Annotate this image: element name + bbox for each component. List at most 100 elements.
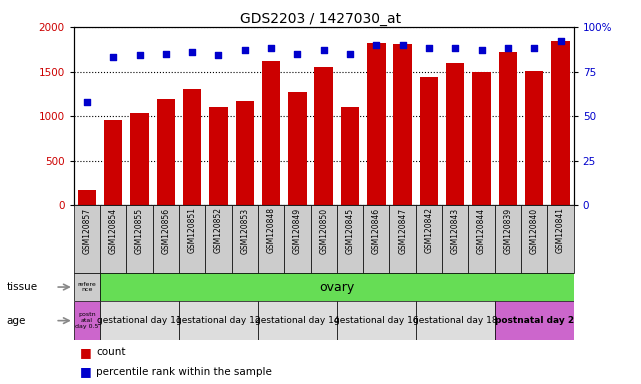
Point [345,51,355,57]
Bar [521,205,547,273]
Text: age: age [6,316,26,326]
Point [397,42,408,48]
Bar [472,73,491,205]
Bar [367,43,385,205]
Bar [416,301,495,340]
Bar [209,107,228,205]
Point [82,99,92,105]
Text: postnatal day 2: postnatal day 2 [495,316,574,325]
Point [108,54,119,60]
Bar [446,63,465,205]
Bar [100,205,126,273]
Text: GSM120848: GSM120848 [267,207,276,253]
Bar [442,205,469,273]
Bar [205,205,231,273]
Bar [104,120,122,205]
Text: count: count [96,347,126,358]
Point [476,47,487,53]
Bar [394,44,412,205]
Text: GDS2203 / 1427030_at: GDS2203 / 1427030_at [240,12,401,25]
Bar [495,301,574,340]
Bar [284,205,310,273]
Bar [341,107,359,205]
Text: GSM120850: GSM120850 [319,207,328,253]
Bar [310,205,337,273]
Bar [179,301,258,340]
Text: GSM120857: GSM120857 [83,207,92,253]
Bar [74,301,100,340]
Bar [78,190,96,205]
Point [187,49,197,55]
Text: GSM120839: GSM120839 [503,207,512,253]
Bar [337,301,416,340]
Text: GSM120852: GSM120852 [214,207,223,253]
Text: GSM120853: GSM120853 [240,207,249,253]
Bar [337,205,363,273]
Bar [499,52,517,205]
Text: gestational day 12: gestational day 12 [176,316,261,325]
Bar [420,77,438,205]
Point [240,47,250,53]
Text: GSM120841: GSM120841 [556,207,565,253]
Point [503,45,513,51]
Text: GSM120854: GSM120854 [109,207,118,253]
Bar [390,205,416,273]
Text: ■: ■ [80,346,92,359]
Point [529,45,539,51]
Text: postn
atal
day 0.5: postn atal day 0.5 [75,312,99,329]
Bar [288,92,306,205]
Bar [153,205,179,273]
Point [371,42,381,48]
Bar [74,205,100,273]
Text: GSM120845: GSM120845 [345,207,354,253]
Point [450,45,460,51]
Point [213,52,224,58]
Text: GSM120843: GSM120843 [451,207,460,253]
Text: GSM120855: GSM120855 [135,207,144,253]
Bar [235,101,254,205]
Text: GSM120856: GSM120856 [162,207,171,253]
Bar [551,41,570,205]
Text: ■: ■ [80,365,92,378]
Bar [525,71,544,205]
Bar [469,205,495,273]
Text: GSM120842: GSM120842 [424,207,433,253]
Text: gestational day 14: gestational day 14 [255,316,340,325]
Text: GSM120846: GSM120846 [372,207,381,253]
Bar [262,61,280,205]
Text: ovary: ovary [319,281,354,293]
Text: gestational day 16: gestational day 16 [334,316,419,325]
Text: percentile rank within the sample: percentile rank within the sample [96,366,272,377]
Point [266,45,276,51]
Text: refere
nce: refere nce [78,281,96,293]
Bar [100,301,179,340]
Bar [126,205,153,273]
Bar [183,89,201,205]
Bar [156,99,175,205]
Bar [179,205,205,273]
Bar [258,301,337,340]
Bar [231,205,258,273]
Text: GSM120844: GSM120844 [477,207,486,253]
Text: GSM120849: GSM120849 [293,207,302,253]
Bar [547,205,574,273]
Bar [130,113,149,205]
Point [161,51,171,57]
Bar [258,205,284,273]
Point [292,51,303,57]
Text: gestational day 18: gestational day 18 [413,316,497,325]
Bar [416,205,442,273]
Point [555,38,565,44]
Point [424,45,434,51]
Bar [74,273,100,301]
Point [135,52,145,58]
Text: GSM120847: GSM120847 [398,207,407,253]
Bar [495,205,521,273]
Text: gestational day 11: gestational day 11 [97,316,182,325]
Text: GSM120851: GSM120851 [188,207,197,253]
Text: GSM120840: GSM120840 [529,207,538,253]
Point [319,47,329,53]
Bar [363,205,390,273]
Text: tissue: tissue [6,282,38,292]
Bar [315,67,333,205]
